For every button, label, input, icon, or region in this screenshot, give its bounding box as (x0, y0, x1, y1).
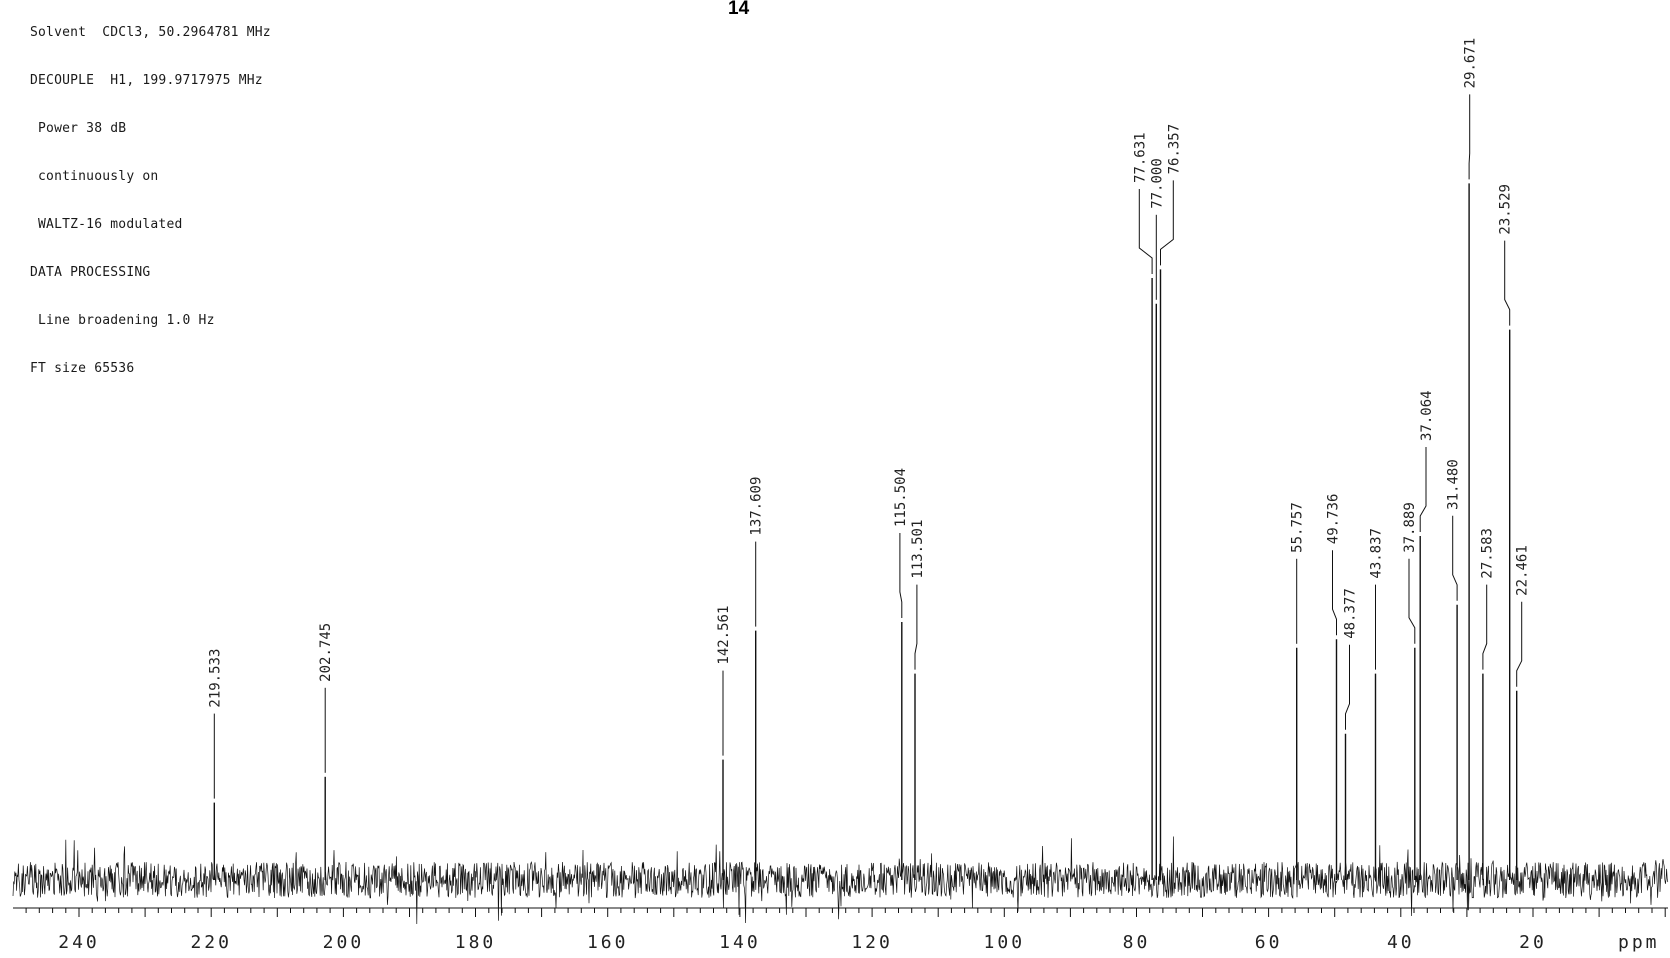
peak-label: 37.064 (1419, 390, 1435, 441)
peak-leader (1482, 584, 1488, 670)
x-axis-label: ppm (1618, 932, 1660, 953)
x-tick-label: 100 (984, 932, 1026, 953)
peak-label: 37.889 (1402, 502, 1418, 553)
x-tick-label: 200 (323, 932, 365, 953)
baseline-noise (12, 836, 1669, 925)
peak-label: 43.837 (1369, 528, 1385, 579)
peak-leader (1452, 515, 1458, 601)
peak-leader (1468, 94, 1471, 180)
peak-leader (1160, 180, 1174, 266)
peak-lines (213, 183, 1518, 880)
peak-label: 48.377 (1343, 588, 1359, 639)
param-line-line-broadening: Line broadening 1.0 Hz (30, 313, 215, 328)
peak-label: 137.609 (749, 477, 765, 536)
peak-label: 29.671 (1463, 38, 1479, 89)
noise-trace (12, 836, 1669, 925)
x-tick-label: 60 (1255, 932, 1283, 953)
x-tick-label: 180 (455, 932, 497, 953)
x-tick-label: 120 (851, 932, 893, 953)
peak-label: 202.745 (318, 623, 334, 682)
peak-label: 49.736 (1326, 494, 1342, 545)
x-tick-label: 220 (190, 932, 232, 953)
x-tick-label: 240 (58, 932, 100, 953)
peak-label: 219.533 (207, 649, 223, 708)
x-tick-label: 80 (1123, 932, 1151, 953)
peak-label: 76.357 (1166, 124, 1182, 175)
x-tick-label: 20 (1519, 932, 1547, 953)
peak-label: 22.461 (1515, 545, 1531, 596)
param-line-data-processing: DATA PROCESSING (30, 265, 151, 280)
peak-leader (1504, 240, 1511, 326)
peak-label: 77.000 (1149, 158, 1165, 209)
peak-label: 115.504 (893, 468, 909, 527)
peak-leader (1516, 601, 1523, 687)
param-line-solvent: Solvent CDCl3, 50.2964781 MHz (30, 25, 271, 40)
peak-leader (1408, 558, 1416, 644)
x-axis: 240 220 200 180 160 140 120 100 80 60 40 20 (13, 907, 1668, 953)
x-tick-label: 40 (1387, 932, 1415, 953)
peak-leader (899, 533, 903, 618)
param-line-waltz: WALTZ-16 modulated (30, 217, 183, 232)
x-tick-label: 160 (587, 932, 629, 953)
peak-labels: 219.533 202.745 142.561 137.609 115.504113.5… (207, 38, 1530, 708)
peak-label: 142.561 (716, 606, 732, 665)
param-line-decouple: DECOUPLE H1, 199.9717975 MHz (30, 73, 263, 88)
peak-label: 31.480 (1446, 459, 1462, 510)
peak-label: 77.631 (1132, 132, 1148, 183)
peak-leader (1138, 189, 1153, 274)
peak-leader (1332, 550, 1337, 636)
peak-label: 23.529 (1498, 184, 1514, 235)
x-tick-label: 140 (719, 932, 761, 953)
peak-leader (1345, 644, 1350, 730)
param-line-continuous: continuously on (30, 169, 159, 184)
peak-leader (914, 584, 918, 670)
acquisition-parameters: Solvent CDCl3, 50.2964781 MHz DECOUPLE H… (30, 0, 271, 393)
peak-label: 27.583 (1480, 528, 1496, 579)
peak-label: 113.501 (910, 520, 926, 579)
peak-label-leaders (213, 94, 1523, 799)
peak-leader (1419, 447, 1427, 532)
param-line-power: Power 38 dB (30, 121, 127, 136)
param-line-ft-size: FT size 65536 (30, 361, 135, 376)
peak-label: 55.757 (1290, 502, 1306, 553)
compound-label: 14 (728, 0, 750, 19)
